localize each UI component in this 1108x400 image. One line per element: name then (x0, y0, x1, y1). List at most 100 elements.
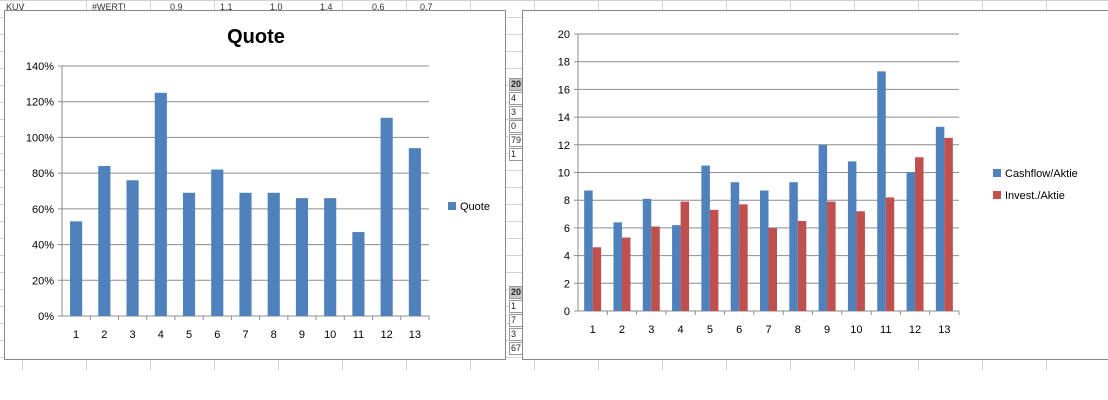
y-tick-label: 100% (26, 132, 54, 144)
cell-value[interactable]: 1 (509, 300, 525, 313)
x-tick-label: 9 (299, 329, 305, 341)
bar-series2[interactable] (592, 247, 602, 311)
x-tick-label: 12 (381, 329, 393, 341)
x-tick-label: 4 (678, 324, 684, 336)
bar-series1[interactable] (935, 126, 945, 311)
bar-series2[interactable] (797, 220, 807, 311)
bar-series2[interactable] (915, 157, 924, 311)
cashflow-invest-chart[interactable]: 0 2 4 6 8 10 12 14 16 18 20 1 2 3 4 5 6 7 8 9 10 11 12 13 Cash… (522, 10, 1108, 360)
bar-series1[interactable] (70, 221, 83, 316)
x-tick-label: 1 (73, 329, 79, 341)
x-tick-label: 12 (909, 324, 921, 336)
y-tick-label: 0 (564, 306, 570, 318)
y-tick-label: 20% (32, 275, 54, 287)
legend-label: Cashflow/Aktie (1005, 168, 1078, 180)
cell-value[interactable]: 67 (509, 342, 525, 355)
bar-series1[interactable] (295, 198, 309, 316)
bar-series1[interactable] (211, 169, 224, 316)
cell-value[interactable]: 0,6 (372, 2, 385, 12)
legend-swatch (448, 202, 456, 210)
x-tick-label: 5 (186, 329, 192, 341)
y-tick-label: 16 (558, 84, 570, 96)
bar-series2[interactable] (680, 201, 690, 311)
bar-series2[interactable] (827, 201, 836, 311)
x-tick-label: 4 (158, 329, 164, 341)
x-tick-label: 6 (214, 329, 220, 341)
bar-series1[interactable] (584, 190, 593, 311)
bar-series1[interactable] (324, 198, 337, 316)
legend-label: Quote (460, 201, 490, 213)
x-tick-label: 11 (880, 324, 891, 336)
x-tick-label: 1 (590, 324, 596, 336)
y-tick-label: 80% (32, 168, 54, 180)
y-tick-label: 40% (32, 240, 54, 252)
cell-value[interactable]: 0,9 (170, 2, 183, 12)
bar-series1[interactable] (126, 180, 139, 316)
bar-series1[interactable] (352, 232, 365, 316)
bar-series2[interactable] (739, 204, 748, 311)
bar-series2[interactable] (709, 209, 719, 311)
x-tick-label: 9 (824, 324, 830, 336)
x-tick-label: 2 (101, 329, 107, 341)
cell-value[interactable]: 1,0 (270, 2, 283, 12)
x-tick-label: 13 (409, 329, 421, 341)
y-tick-label: 6 (564, 223, 570, 235)
y-tick-label: 0% (38, 311, 54, 323)
x-tick-label: 10 (324, 329, 336, 341)
y-tick-label: 18 (558, 57, 570, 69)
bar-series1[interactable] (408, 148, 421, 316)
y-tick-label: 2 (564, 278, 570, 290)
cell-value[interactable]: 1,4 (320, 2, 333, 12)
x-tick-label: 6 (736, 324, 742, 336)
y-tick-label: 4 (564, 251, 570, 263)
legend-swatch (993, 191, 1001, 199)
bar-series1[interactable] (239, 192, 252, 316)
y-tick-label: 8 (564, 195, 570, 207)
y-tick-label: 10 (558, 168, 570, 180)
bar-series1[interactable] (877, 71, 886, 311)
x-tick-label: 8 (795, 324, 801, 336)
bar-series2[interactable] (621, 237, 631, 311)
cell-value[interactable]: 4 (509, 92, 525, 105)
bar-series2[interactable] (768, 227, 777, 311)
x-tick-label: 7 (242, 329, 248, 341)
x-tick-label: 5 (707, 324, 713, 336)
cell-value[interactable]: 0,7 (420, 2, 433, 12)
bar-series1[interactable] (760, 190, 769, 311)
bar-series1[interactable] (906, 172, 916, 312)
bar-series2[interactable] (651, 226, 660, 311)
bar-series1[interactable] (730, 182, 740, 311)
cell-value[interactable]: 1,1 (220, 2, 233, 12)
bar-series1[interactable] (642, 198, 652, 311)
bar-series1[interactable] (182, 192, 196, 316)
bar-series1[interactable] (98, 166, 111, 316)
bar-series1[interactable] (267, 192, 280, 316)
y-tick-label: 20 (558, 29, 570, 41)
cell-value[interactable]: 0 (509, 120, 525, 133)
y-tick-label: 12 (558, 140, 570, 152)
bar-series1[interactable] (380, 117, 393, 317)
x-tick-label: 13 (938, 324, 950, 336)
bar-series1[interactable] (789, 182, 798, 311)
cell-error-value[interactable]: #WERT! (92, 2, 126, 12)
bar-series1[interactable] (701, 165, 710, 311)
bar-series1[interactable] (154, 92, 167, 317)
bar-series2[interactable] (944, 137, 953, 311)
bar-series1[interactable] (847, 161, 857, 311)
bar-series1[interactable] (672, 225, 681, 311)
y-tick-label: 120% (26, 97, 54, 109)
cell-kuv[interactable]: KUV (6, 2, 25, 12)
bar-series1[interactable] (613, 222, 622, 311)
x-tick-label: 3 (648, 324, 654, 336)
bar-series2[interactable] (885, 197, 895, 311)
bar-series1[interactable] (818, 144, 828, 311)
chart-title: Quote (227, 26, 285, 48)
bar-series2[interactable] (856, 211, 865, 311)
x-tick-label: 7 (765, 324, 771, 336)
x-tick-label: 2 (619, 324, 625, 336)
legend-swatch (993, 169, 1001, 177)
y-tick-label: 60% (32, 204, 54, 216)
x-tick-label: 10 (850, 324, 862, 336)
